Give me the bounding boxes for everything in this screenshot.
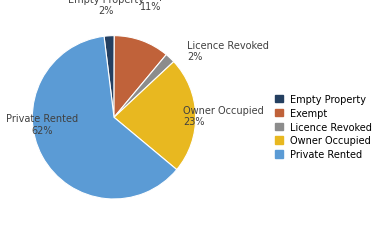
Text: Owner Occupied
23%: Owner Occupied 23% (184, 105, 264, 127)
Wedge shape (114, 62, 196, 170)
Text: Exempt
11%: Exempt 11% (132, 0, 169, 12)
Text: Licence Revoked
2%: Licence Revoked 2% (187, 40, 269, 62)
Text: Private Rented
62%: Private Rented 62% (6, 114, 78, 135)
Text: Empty Property
2%: Empty Property 2% (68, 0, 144, 16)
Wedge shape (32, 37, 177, 199)
Wedge shape (114, 36, 166, 118)
Legend: Empty Property, Exempt, Licence Revoked, Owner Occupied, Private Rented: Empty Property, Exempt, Licence Revoked,… (272, 91, 375, 163)
Wedge shape (114, 55, 174, 118)
Wedge shape (104, 36, 114, 118)
